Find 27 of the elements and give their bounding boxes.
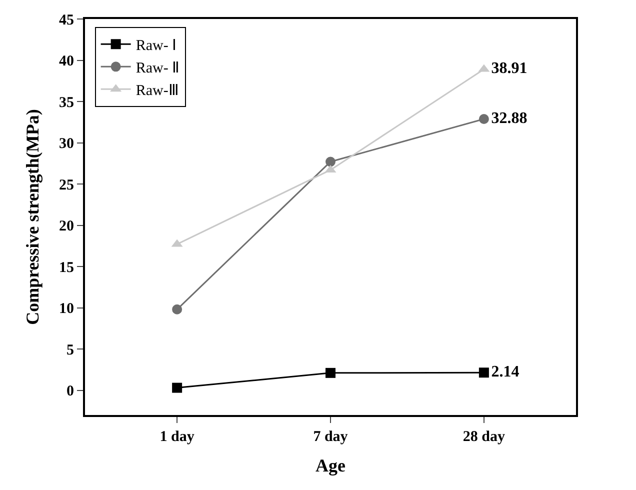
y-tick-label: 30 <box>59 136 74 152</box>
y-tick-label: 0 <box>66 384 74 400</box>
data-label: 2.14 <box>491 364 520 381</box>
point <box>478 114 489 124</box>
point <box>326 156 336 167</box>
legend-label: Raw-Ⅲ <box>136 83 178 100</box>
point <box>172 304 182 314</box>
data-label: 32.88 <box>491 110 528 127</box>
legend-label: Raw- Ⅱ <box>136 60 180 77</box>
point <box>172 382 182 393</box>
y-tick-label: 40 <box>59 54 74 70</box>
x-tick-label: 7 day <box>313 429 348 445</box>
x-tick-label: 1 day <box>160 429 195 445</box>
y-tick-label: 45 <box>59 12 74 28</box>
y-tick-label: 20 <box>59 218 74 234</box>
y-tick-label: 25 <box>59 177 74 194</box>
y-tick-label: 10 <box>59 301 74 317</box>
point <box>326 368 336 378</box>
data-label: 38.91 <box>491 60 528 78</box>
y-tick-label: 35 <box>59 94 74 111</box>
point <box>478 368 489 378</box>
y-tick-label: 5 <box>66 342 74 358</box>
x-axis-title: Age <box>316 456 346 476</box>
y-tick-label: 15 <box>59 260 74 276</box>
x-tick-label: 28 day <box>462 429 506 445</box>
y-axis-title: Compressive strength(MPa) <box>22 109 43 325</box>
legend-label: Raw- Ⅰ <box>136 38 176 54</box>
